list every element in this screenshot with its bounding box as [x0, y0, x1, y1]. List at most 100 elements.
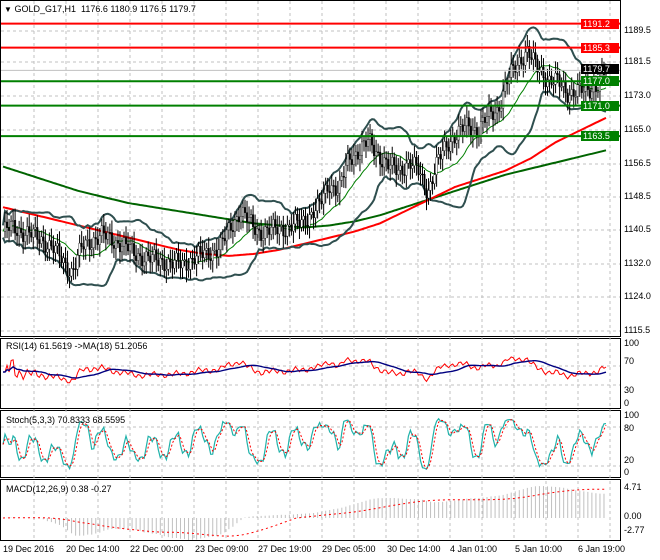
candle-body	[443, 141, 446, 151]
candle-body	[185, 259, 188, 271]
candle-body	[467, 117, 470, 127]
macd-pane-frame	[0, 479, 621, 541]
level-price-tag: 1177.0	[581, 76, 619, 87]
candle-body	[56, 243, 59, 247]
candle-body	[342, 176, 345, 178]
candle-body	[439, 154, 442, 160]
bollinger-middle	[2, 65, 607, 264]
rsi-axis-label: 30	[624, 385, 635, 395]
time-axis-label: 30 Dec 14:00	[387, 544, 441, 554]
dropdown-arrow-icon[interactable]: ▼	[4, 5, 12, 14]
candle-body	[471, 129, 474, 136]
candle-body	[421, 173, 424, 176]
stoch-pane-frame	[0, 410, 621, 478]
candle-body	[504, 81, 507, 92]
stoch-axis-label: 20	[624, 455, 635, 465]
candle-body	[191, 258, 194, 260]
candle-body	[324, 184, 327, 194]
candle-body	[155, 249, 158, 261]
candle-body	[437, 154, 440, 158]
candle-body	[560, 86, 563, 88]
candle-body	[248, 217, 251, 222]
candle-body	[538, 70, 541, 73]
candle-body	[350, 159, 353, 165]
candle-body	[187, 269, 190, 271]
price-axis-label: 1189.5	[624, 25, 651, 35]
candle-body	[68, 275, 71, 278]
candle-body	[8, 227, 11, 231]
level-price-tag: 1191.2	[581, 18, 619, 29]
candle-body	[405, 162, 408, 176]
candle-body	[506, 81, 509, 85]
stoch-signal-line	[2, 419, 607, 470]
candle-body	[18, 228, 21, 236]
candle-body	[229, 222, 232, 231]
candle-body	[590, 91, 593, 99]
candle-body	[435, 157, 438, 175]
stoch-title: Stoch(5,3,3) 70.8333 68.5595	[6, 415, 126, 425]
candle-body	[373, 144, 376, 156]
candle-body	[213, 249, 216, 252]
candle-body	[496, 107, 499, 114]
candle-body	[276, 227, 279, 235]
candle-body	[127, 243, 130, 252]
candle-body	[490, 106, 493, 112]
candle-body	[292, 223, 295, 232]
candle-body	[362, 140, 365, 143]
level-price-tag: 1163.5	[581, 131, 619, 142]
candle-body	[268, 227, 271, 235]
candle-body	[241, 207, 244, 217]
candle-body	[26, 226, 29, 236]
candle-body	[381, 164, 384, 168]
candle-body	[36, 227, 39, 240]
candle-body	[463, 125, 466, 132]
stoch-axis-label: 0	[624, 467, 630, 477]
price-axis-label: 1156.5	[624, 158, 651, 168]
current-price-tag: 1179.7	[581, 64, 619, 75]
candle-body	[157, 259, 160, 266]
candle-body	[310, 211, 313, 215]
candle-body	[201, 251, 204, 259]
candle-body	[453, 136, 456, 144]
candle-body	[237, 216, 240, 223]
candle-body	[566, 92, 569, 103]
candle-body	[536, 58, 539, 73]
price-axis-label: 1132.0	[624, 258, 651, 268]
candle-body	[550, 75, 553, 85]
candle-body	[483, 117, 486, 123]
macd-axis-label: -2.77	[624, 525, 645, 535]
main-pane-frame	[0, 0, 621, 337]
candle-body	[205, 248, 208, 251]
symbol-label: GOLD_G17,H1	[14, 4, 76, 14]
candle-body	[322, 193, 325, 205]
candle-body	[320, 200, 323, 205]
time-axis-label: 23 Dec 09:00	[195, 544, 249, 554]
macd-title: MACD(12,26,9) 0.38 -0.27	[6, 484, 112, 494]
candle-body	[526, 46, 529, 53]
candle-body	[52, 245, 55, 253]
candle-body	[92, 237, 95, 249]
candle-body	[280, 225, 283, 227]
candle-body	[48, 240, 51, 250]
candle-body	[419, 173, 422, 176]
candle-body	[20, 228, 23, 233]
level-price-tag: 1185.3	[581, 42, 619, 53]
candle-body	[316, 198, 319, 211]
candle-body	[161, 257, 164, 260]
candle-body	[326, 184, 329, 192]
candle-body	[530, 57, 533, 60]
candle-body	[395, 164, 398, 176]
candle-body	[379, 151, 382, 165]
candle-body	[518, 57, 521, 66]
candle-body	[10, 220, 13, 231]
candle-body	[80, 242, 83, 247]
candle-body	[74, 268, 77, 270]
candle-body	[512, 64, 515, 66]
candle-body	[165, 269, 168, 272]
candle-body	[32, 228, 35, 238]
candle-body	[175, 252, 178, 261]
candle-body	[401, 165, 404, 175]
candle-body	[254, 226, 257, 235]
candle-body	[102, 225, 105, 234]
